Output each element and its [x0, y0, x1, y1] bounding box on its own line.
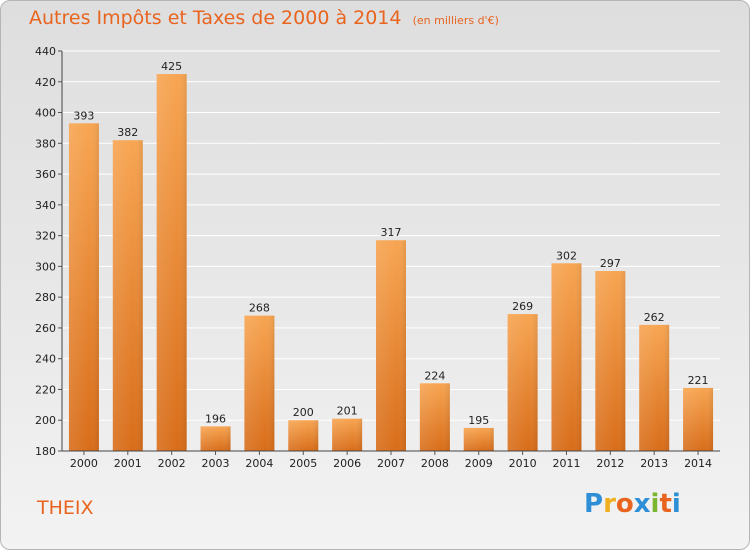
logo-letter: o — [615, 489, 634, 519]
logo-letter: r — [603, 489, 616, 519]
x-tick-label: 2006 — [333, 457, 361, 470]
bar-value-label: 382 — [117, 126, 138, 139]
proxiti-logo: Proxiti — [584, 489, 681, 519]
x-tick-label: 2002 — [158, 457, 186, 470]
y-tick-label: 360 — [35, 168, 56, 181]
bar-shading — [112, 140, 143, 451]
logo-letter: x — [633, 489, 651, 519]
y-tick-label: 420 — [35, 76, 56, 89]
chart-subtitle: (en milliers d'€) — [412, 14, 499, 27]
y-tick-label: 280 — [35, 291, 56, 304]
y-tick-label: 300 — [35, 260, 56, 273]
x-tick-label: 2012 — [596, 457, 624, 470]
bar-shading — [68, 123, 99, 452]
bar-value-label: 393 — [73, 109, 94, 122]
logo-letter: i — [671, 489, 681, 519]
bar-value-label: 224 — [424, 369, 445, 382]
x-tick-label: 2008 — [421, 457, 449, 470]
x-tick-label: 2014 — [684, 457, 712, 470]
place-name: THEIX — [37, 497, 94, 519]
chart-title: Autres Impôts et Taxes de 2000 à 2014 — [29, 7, 402, 29]
y-tick-label: 340 — [35, 199, 56, 212]
bar-value-label: 269 — [512, 300, 533, 313]
y-tick-label: 440 — [35, 45, 56, 58]
bar-shading — [419, 383, 450, 451]
y-tick-label: 240 — [35, 353, 56, 366]
bar-value-label: 268 — [249, 302, 270, 315]
logo-letter: P — [584, 489, 604, 519]
bar-value-label: 425 — [161, 60, 182, 73]
bar-shading — [639, 324, 670, 451]
bar-value-label: 201 — [337, 405, 358, 418]
chart-title-block: Autres Impôts et Taxes de 2000 à 2014 (e… — [29, 7, 499, 29]
bar-shading — [463, 427, 494, 451]
logo-letter: t — [659, 489, 672, 519]
x-tick-label: 2005 — [289, 457, 317, 470]
bar-shading — [156, 74, 187, 452]
bar-value-label: 221 — [688, 374, 709, 387]
bar-shading — [376, 240, 406, 451]
x-tick-label: 2000 — [70, 457, 98, 470]
x-tick-label: 2004 — [245, 457, 273, 470]
y-tick-label: 180 — [35, 445, 56, 458]
bar-shading — [595, 271, 626, 451]
bar-shading — [288, 420, 319, 451]
x-tick-label: 2009 — [465, 457, 493, 470]
bar-shading — [332, 418, 363, 451]
x-tick-label: 2013 — [640, 457, 668, 470]
bar-value-label: 297 — [600, 257, 621, 270]
bar-value-label: 317 — [381, 226, 402, 239]
bar-value-label: 302 — [556, 249, 577, 262]
bar-value-label: 196 — [205, 412, 226, 425]
bar-shading — [551, 263, 582, 451]
bar-value-label: 262 — [644, 311, 665, 324]
x-tick-label: 2007 — [377, 457, 405, 470]
y-tick-label: 260 — [35, 322, 56, 335]
y-tick-label: 200 — [35, 414, 56, 427]
logo-letter: i — [650, 489, 660, 519]
bar-shading — [244, 315, 275, 451]
bar-shading — [507, 314, 538, 451]
y-tick-label: 220 — [35, 383, 56, 396]
bar-value-label: 195 — [468, 414, 489, 427]
y-tick-label: 400 — [35, 107, 56, 120]
y-tick-label: 380 — [35, 137, 56, 150]
x-tick-label: 2011 — [552, 457, 580, 470]
bar-shading — [683, 387, 714, 451]
x-tick-label: 2010 — [509, 457, 537, 470]
bar-shading — [200, 426, 231, 451]
bar-value-label: 200 — [293, 406, 314, 419]
x-tick-label: 2003 — [202, 457, 230, 470]
y-tick-label: 320 — [35, 230, 56, 243]
x-tick-label: 2001 — [114, 457, 142, 470]
